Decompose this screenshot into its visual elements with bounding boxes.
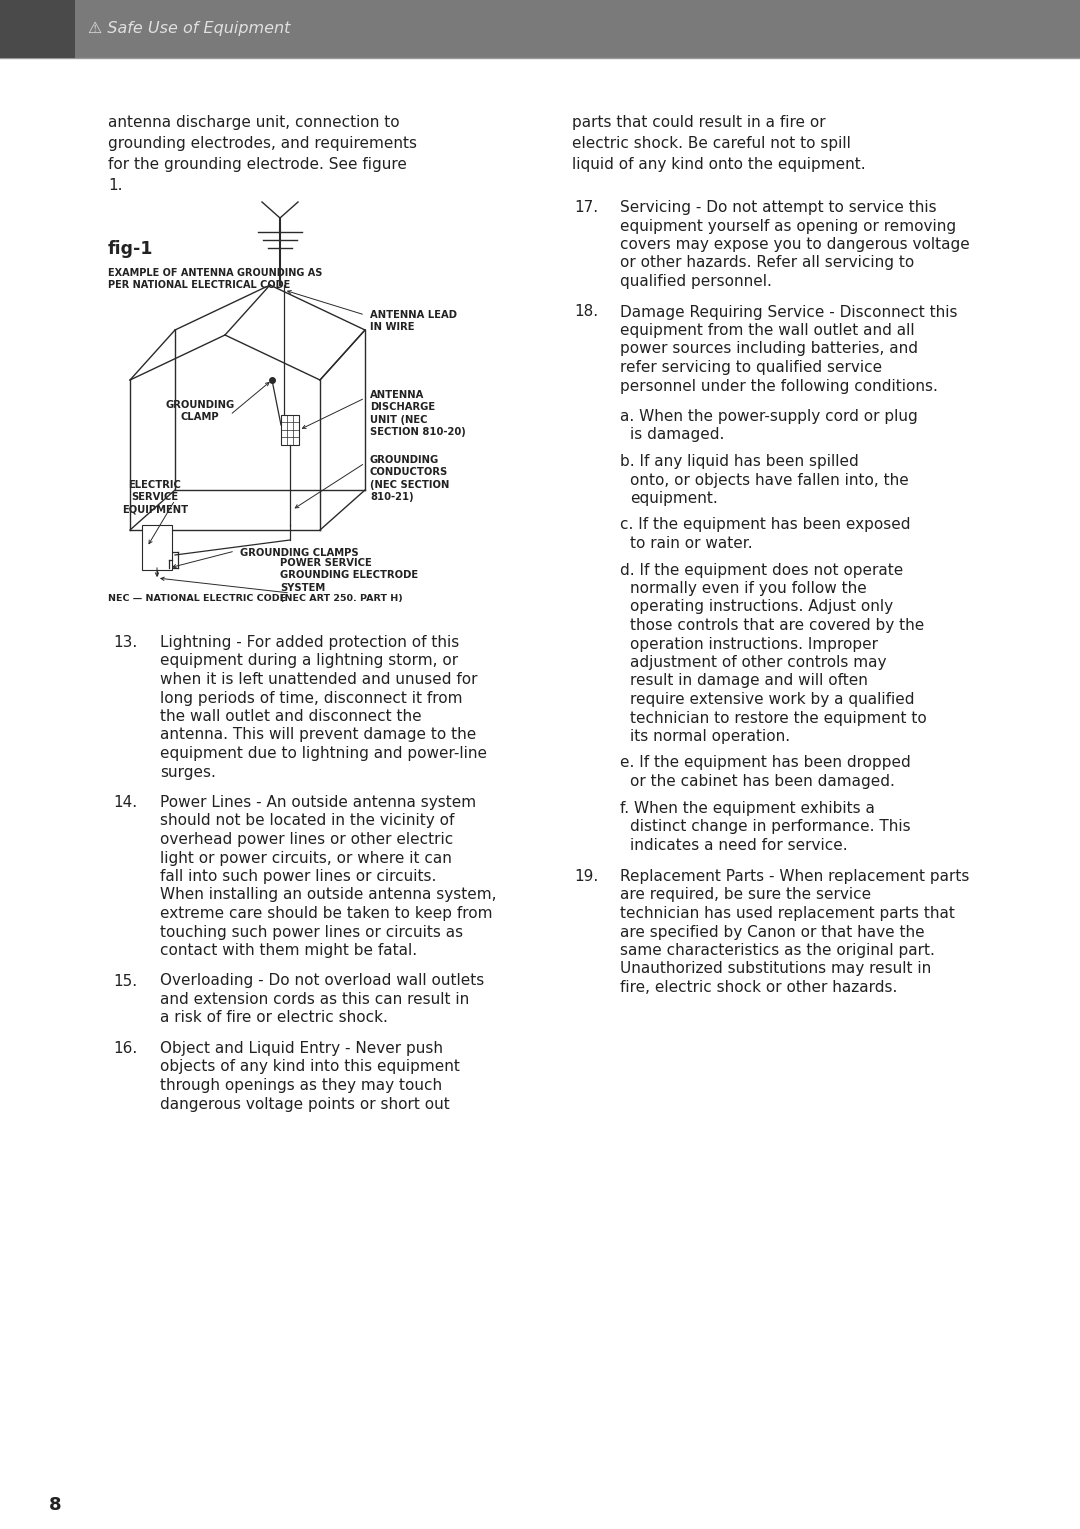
Text: a risk of fire or electric shock.: a risk of fire or electric shock. bbox=[160, 1011, 388, 1026]
Text: ELECTRIC
SERVICE
EQUIPMENT: ELECTRIC SERVICE EQUIPMENT bbox=[122, 480, 188, 515]
Text: c. If the equipment has been exposed: c. If the equipment has been exposed bbox=[620, 517, 910, 532]
Text: and extension cords as this can result in: and extension cords as this can result i… bbox=[160, 992, 469, 1008]
Text: POWER SERVICE
GROUNDING ELECTRODE
SYSTEM: POWER SERVICE GROUNDING ELECTRODE SYSTEM bbox=[280, 558, 418, 593]
Text: onto, or objects have fallen into, the: onto, or objects have fallen into, the bbox=[630, 472, 908, 488]
Text: ANTENNA
DISCHARGE
UNIT (NEC
SECTION 810-20): ANTENNA DISCHARGE UNIT (NEC SECTION 810-… bbox=[370, 390, 465, 437]
Text: are specified by Canon or that have the: are specified by Canon or that have the bbox=[620, 925, 924, 939]
Text: 15.: 15. bbox=[113, 974, 137, 989]
Text: f. When the equipment exhibits a: f. When the equipment exhibits a bbox=[620, 801, 875, 815]
Bar bbox=[0, 0, 75, 58]
Text: fall into such power lines or circuits.: fall into such power lines or circuits. bbox=[160, 868, 436, 884]
Text: EXAMPLE OF ANTENNA GROUNDING AS
PER NATIONAL ELECTRICAL CODE: EXAMPLE OF ANTENNA GROUNDING AS PER NATI… bbox=[108, 268, 322, 291]
Text: equipment.: equipment. bbox=[630, 491, 718, 506]
Text: technician to restore the equipment to: technician to restore the equipment to bbox=[630, 711, 927, 725]
Text: indicates a need for service.: indicates a need for service. bbox=[630, 838, 848, 853]
Text: qualified personnel.: qualified personnel. bbox=[620, 274, 772, 289]
Text: technician has used replacement parts that: technician has used replacement parts th… bbox=[620, 907, 955, 920]
Text: are required, be sure the service: are required, be sure the service bbox=[620, 887, 872, 902]
Text: GROUNDING CLAMPS: GROUNDING CLAMPS bbox=[240, 547, 359, 558]
Text: 17.: 17. bbox=[573, 200, 598, 216]
Text: antenna. This will prevent damage to the: antenna. This will prevent damage to the bbox=[160, 728, 476, 743]
Text: result in damage and will often: result in damage and will often bbox=[630, 673, 868, 688]
Text: GROUNDING
CONDUCTORS
(NEC SECTION
810-21): GROUNDING CONDUCTORS (NEC SECTION 810-21… bbox=[370, 456, 449, 502]
Text: 18.: 18. bbox=[573, 304, 598, 320]
Text: ANTENNA LEAD
IN WIRE: ANTENNA LEAD IN WIRE bbox=[370, 310, 457, 332]
Bar bbox=[281, 414, 299, 445]
Text: or the cabinet has been damaged.: or the cabinet has been damaged. bbox=[630, 774, 895, 789]
Text: is damaged.: is damaged. bbox=[630, 428, 725, 442]
Text: equipment from the wall outlet and all: equipment from the wall outlet and all bbox=[620, 323, 915, 338]
Text: surges.: surges. bbox=[160, 764, 216, 780]
Text: long periods of time, disconnect it from: long periods of time, disconnect it from bbox=[160, 691, 462, 705]
Text: antenna discharge unit, connection to
grounding electrodes, and requirements
for: antenna discharge unit, connection to gr… bbox=[108, 115, 417, 193]
Text: when it is left unattended and unused for: when it is left unattended and unused fo… bbox=[160, 673, 477, 687]
Text: contact with them might be fatal.: contact with them might be fatal. bbox=[160, 943, 417, 959]
Text: Servicing - Do not attempt to service this: Servicing - Do not attempt to service th… bbox=[620, 200, 936, 216]
Text: objects of any kind into this equipment: objects of any kind into this equipment bbox=[160, 1060, 460, 1075]
Text: operating instructions. Adjust only: operating instructions. Adjust only bbox=[630, 599, 893, 615]
Text: dangerous voltage points or short out: dangerous voltage points or short out bbox=[160, 1096, 449, 1112]
Text: covers may expose you to dangerous voltage: covers may expose you to dangerous volta… bbox=[620, 237, 970, 252]
Text: same characteristics as the original part.: same characteristics as the original par… bbox=[620, 943, 935, 959]
Text: 19.: 19. bbox=[573, 868, 598, 884]
Text: normally even if you follow the: normally even if you follow the bbox=[630, 581, 867, 596]
Text: NEC — NATIONAL ELECTRIC CODE: NEC — NATIONAL ELECTRIC CODE bbox=[108, 593, 286, 602]
Text: to rain or water.: to rain or water. bbox=[630, 537, 753, 550]
Text: 16.: 16. bbox=[113, 1041, 137, 1057]
Text: equipment during a lightning storm, or: equipment during a lightning storm, or bbox=[160, 653, 458, 668]
Text: adjustment of other controls may: adjustment of other controls may bbox=[630, 654, 887, 670]
Text: parts that could result in a fire or
electric shock. Be careful not to spill
liq: parts that could result in a fire or ele… bbox=[572, 115, 866, 171]
Text: Replacement Parts - When replacement parts: Replacement Parts - When replacement par… bbox=[620, 868, 970, 884]
Text: power sources including batteries, and: power sources including batteries, and bbox=[620, 341, 918, 356]
Polygon shape bbox=[0, 0, 75, 58]
Text: 8: 8 bbox=[49, 1495, 62, 1514]
Text: operation instructions. Improper: operation instructions. Improper bbox=[630, 636, 878, 651]
Text: light or power circuits, or where it can: light or power circuits, or where it can bbox=[160, 850, 451, 865]
Text: equipment due to lightning and power-line: equipment due to lightning and power-lin… bbox=[160, 746, 487, 761]
Text: a. When the power-supply cord or plug: a. When the power-supply cord or plug bbox=[620, 408, 918, 424]
Text: 14.: 14. bbox=[113, 795, 137, 810]
Text: or other hazards. Refer all servicing to: or other hazards. Refer all servicing to bbox=[620, 255, 915, 271]
Text: Lightning - For added protection of this: Lightning - For added protection of this bbox=[160, 635, 459, 650]
Text: distinct change in performance. This: distinct change in performance. This bbox=[630, 820, 910, 833]
Text: those controls that are covered by the: those controls that are covered by the bbox=[630, 618, 924, 633]
Bar bbox=[0, 0, 1080, 58]
Text: fire, electric shock or other hazards.: fire, electric shock or other hazards. bbox=[620, 980, 897, 995]
Text: extreme care should be taken to keep from: extreme care should be taken to keep fro… bbox=[160, 907, 492, 920]
Text: through openings as they may touch: through openings as they may touch bbox=[160, 1078, 442, 1093]
Text: (NEC ART 250. PART H): (NEC ART 250. PART H) bbox=[280, 593, 403, 602]
Text: refer servicing to qualified service: refer servicing to qualified service bbox=[620, 359, 882, 375]
Text: overhead power lines or other electric: overhead power lines or other electric bbox=[160, 832, 454, 847]
Text: Overloading - Do not overload wall outlets: Overloading - Do not overload wall outle… bbox=[160, 974, 484, 989]
Bar bbox=[141, 524, 172, 570]
Text: Damage Requiring Service - Disconnect this: Damage Requiring Service - Disconnect th… bbox=[620, 304, 958, 320]
Text: personnel under the following conditions.: personnel under the following conditions… bbox=[620, 379, 937, 393]
Text: equipment yourself as opening or removing: equipment yourself as opening or removin… bbox=[620, 219, 956, 234]
Text: fig-1: fig-1 bbox=[108, 240, 153, 258]
Text: GROUNDING
CLAMP: GROUNDING CLAMP bbox=[165, 401, 234, 422]
Text: its normal operation.: its normal operation. bbox=[630, 729, 791, 745]
Text: b. If any liquid has been spilled: b. If any liquid has been spilled bbox=[620, 454, 859, 469]
Text: touching such power lines or circuits as: touching such power lines or circuits as bbox=[160, 925, 463, 939]
Text: Power Lines - An outside antenna system: Power Lines - An outside antenna system bbox=[160, 795, 476, 810]
Text: e. If the equipment has been dropped: e. If the equipment has been dropped bbox=[620, 755, 910, 771]
Text: Unauthorized substitutions may result in: Unauthorized substitutions may result in bbox=[620, 962, 931, 977]
Text: should not be located in the vicinity of: should not be located in the vicinity of bbox=[160, 813, 455, 829]
Text: ⚠ Safe Use of Equipment: ⚠ Safe Use of Equipment bbox=[87, 21, 291, 37]
Text: the wall outlet and disconnect the: the wall outlet and disconnect the bbox=[160, 709, 421, 725]
Text: Object and Liquid Entry - Never push: Object and Liquid Entry - Never push bbox=[160, 1041, 443, 1057]
Text: d. If the equipment does not operate: d. If the equipment does not operate bbox=[620, 563, 903, 578]
Text: When installing an outside antenna system,: When installing an outside antenna syste… bbox=[160, 887, 497, 902]
Text: 13.: 13. bbox=[113, 635, 137, 650]
Text: require extensive work by a qualified: require extensive work by a qualified bbox=[630, 693, 915, 706]
